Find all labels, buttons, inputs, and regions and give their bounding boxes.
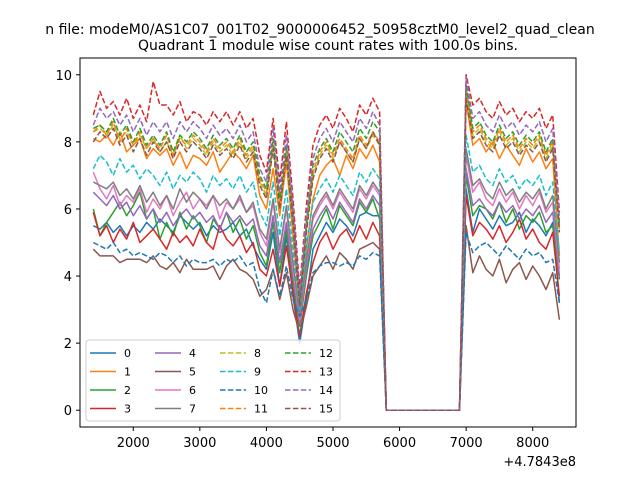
y-tick-label: 0 (64, 404, 72, 419)
legend-label-4: 4 (189, 347, 196, 360)
series-line-11 (92, 87, 561, 411)
y-tick-label: 6 (64, 203, 72, 218)
legend-label-0: 0 (124, 347, 131, 360)
chart-title: Quadrant 1 module wise count rates with … (138, 38, 518, 54)
legend-label-9: 9 (254, 366, 261, 379)
x-tick-label: 5000 (316, 436, 349, 451)
legend-label-14: 14 (319, 384, 333, 397)
legend-label-12: 12 (319, 347, 333, 360)
x-tick-label: 2000 (117, 436, 150, 451)
x-tick-label: 6000 (383, 436, 416, 451)
x-tick-label: 3000 (183, 436, 216, 451)
axes-frame (79, 57, 577, 428)
legend-label-3: 3 (124, 403, 131, 416)
series-line-14 (92, 77, 561, 411)
series-line-10 (92, 231, 561, 411)
legend-label-15: 15 (319, 403, 333, 416)
series-line-15 (92, 97, 561, 411)
series-line-3 (92, 194, 561, 411)
legend-label-8: 8 (254, 347, 261, 360)
series-line-1 (92, 100, 561, 411)
y-tick-label: 8 (64, 136, 72, 151)
x-axis: 2000 3000 4000 5000 6000 7000 8000 (117, 427, 549, 451)
series-layer (92, 74, 561, 411)
legend-box (85, 339, 341, 422)
series-line-5 (92, 224, 561, 411)
legend-label-13: 13 (319, 366, 333, 379)
figure-suptitle: n file: modeM0/AS1C07_001T02_9000006452_… (45, 22, 594, 38)
x-axis-offset-label: +4.7843e8 (503, 455, 576, 470)
y-tick-label: 10 (55, 69, 72, 84)
y-tick-label: 2 (64, 337, 72, 352)
y-tick-label: 4 (64, 270, 72, 285)
legend-label-2: 2 (124, 384, 131, 397)
y-axis: 0 2 4 6 8 10 (55, 69, 80, 419)
legend-label-6: 6 (189, 384, 196, 397)
series-line-13 (92, 74, 561, 411)
x-tick-label: 4000 (250, 436, 283, 451)
legend-label-10: 10 (254, 384, 268, 397)
series-line-7 (92, 147, 561, 411)
legend-label-7: 7 (189, 403, 196, 416)
series-line-2 (92, 174, 561, 411)
series-line-9 (92, 134, 561, 411)
series-line-12 (92, 84, 561, 411)
x-tick-label: 7000 (450, 436, 483, 451)
series-line-4 (92, 167, 561, 411)
series-line-6 (92, 154, 561, 411)
legend-label-5: 5 (189, 366, 196, 379)
legend-label-11: 11 (254, 403, 268, 416)
series-line-8 (92, 90, 561, 411)
x-tick-label: 8000 (516, 436, 549, 451)
legend-label-1: 1 (124, 366, 131, 379)
